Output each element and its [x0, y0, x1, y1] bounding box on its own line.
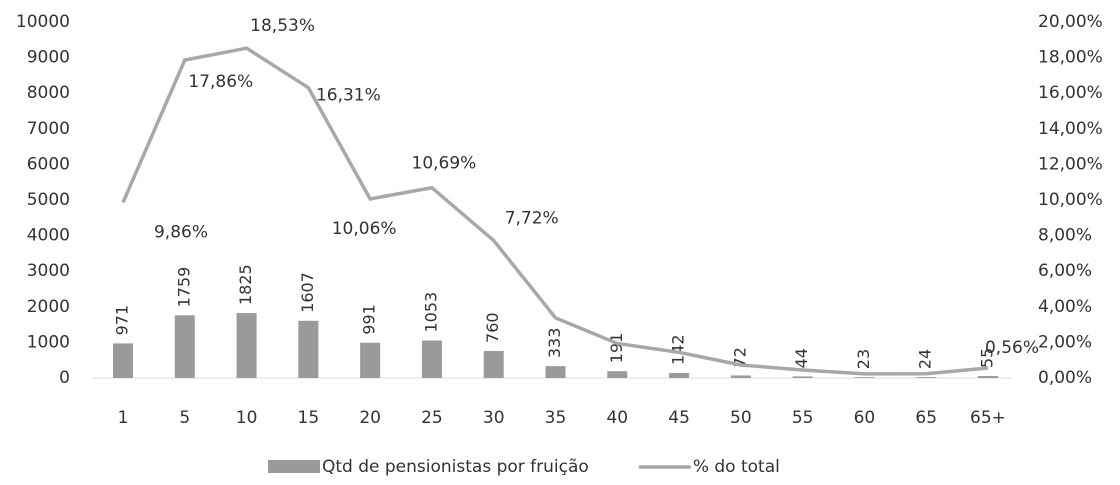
bar-value-label: 991	[360, 304, 379, 335]
x-tick-label: 60	[854, 408, 876, 428]
bar	[916, 377, 937, 378]
legend-label: % do total	[693, 457, 780, 477]
y2-tick-label: 12,00%	[1038, 154, 1103, 174]
y-tick-label: 9000	[27, 48, 70, 68]
bar-value-label: 760	[483, 312, 502, 343]
line	[121, 46, 989, 376]
x-tick-label: 65	[915, 408, 937, 428]
line-value-label: 9,86%	[154, 222, 208, 242]
bar	[421, 340, 442, 378]
y2-tick-label: 16,00%	[1038, 83, 1103, 103]
bar	[669, 372, 690, 378]
y-tick-label: 4000	[27, 226, 70, 246]
y2-tick-label: 4,00%	[1038, 297, 1092, 317]
x-tick-label: 10	[236, 408, 258, 428]
legend-label: Qtd de pensionistas por fruição	[322, 457, 589, 477]
x-tick-label: 25	[421, 408, 443, 428]
line-value-label: 17,86%	[188, 72, 253, 92]
y2-tick-label: 0,00%	[1038, 368, 1092, 388]
y-tick-label: 6000	[27, 154, 70, 174]
line-value-label: 18,53%	[250, 16, 315, 36]
line-value-label: 16,31%	[316, 86, 381, 106]
bar-value-label: 142	[669, 334, 688, 365]
line-value-label: 10,06%	[332, 219, 397, 239]
y-tick-label: 8000	[27, 83, 70, 103]
y-tick-label: 2000	[27, 297, 70, 317]
bar	[174, 315, 195, 378]
bar-value-label: 333	[545, 328, 564, 359]
x-tick-label: 40	[606, 408, 628, 428]
bar-value-label: 971	[113, 305, 132, 336]
y-tick-label: 5000	[27, 190, 70, 210]
bar-value-label: 1607	[298, 272, 317, 313]
bar	[978, 376, 998, 378]
bar	[483, 350, 504, 378]
x-tick-label: 65+	[970, 408, 1006, 428]
y-tick-label: 3000	[27, 261, 70, 281]
y-tick-label: 1000	[27, 332, 70, 352]
x-tick-label: 1	[118, 408, 129, 428]
y-tick-label: 10000	[16, 12, 70, 32]
x-tick-label: 5	[179, 408, 190, 428]
x-tick-label: 15	[298, 408, 320, 428]
y2-tick-label: 18,00%	[1038, 48, 1103, 68]
x-tick-label: 30	[483, 408, 505, 428]
y-tick-label: 0	[59, 368, 70, 388]
legend-swatch	[268, 460, 320, 473]
bar-value-label: 1053	[421, 292, 440, 333]
x-tick-label: 45	[668, 408, 690, 428]
bar	[236, 313, 257, 378]
y2-tick-label: 6,00%	[1038, 261, 1092, 281]
bar	[545, 366, 566, 378]
bar	[298, 320, 319, 378]
bar-value-label: 191	[607, 333, 626, 364]
x-tick-label: 20	[359, 408, 381, 428]
bar-value-label: 1825	[236, 264, 255, 305]
bar	[360, 342, 381, 378]
bar-value-label: 55	[978, 348, 997, 368]
bar	[113, 343, 133, 378]
bar-value-label: 44	[792, 348, 811, 368]
bar	[854, 377, 875, 378]
bar	[792, 376, 813, 378]
y2-tick-label: 8,00%	[1038, 226, 1092, 246]
x-tick-label: 50	[730, 408, 752, 428]
y-tick-label: 7000	[27, 119, 70, 139]
y2-tick-label: 20,00%	[1038, 12, 1103, 32]
y2-tick-label: 10,00%	[1038, 190, 1103, 210]
line-value-label: 7,72%	[505, 209, 559, 229]
line-value-label: 10,69%	[412, 154, 477, 174]
y2-tick-label: 14,00%	[1038, 119, 1103, 139]
x-tick-label: 55	[792, 408, 814, 428]
bar-value-label: 24	[916, 349, 935, 369]
y2-tick-label: 2,00%	[1038, 332, 1092, 352]
bar-value-label: 23	[854, 349, 873, 369]
bar-value-label: 1759	[174, 267, 193, 308]
line-value-label: 0,56%	[985, 338, 1039, 358]
bar	[607, 371, 628, 378]
bar	[730, 375, 751, 378]
x-tick-label: 35	[545, 408, 567, 428]
